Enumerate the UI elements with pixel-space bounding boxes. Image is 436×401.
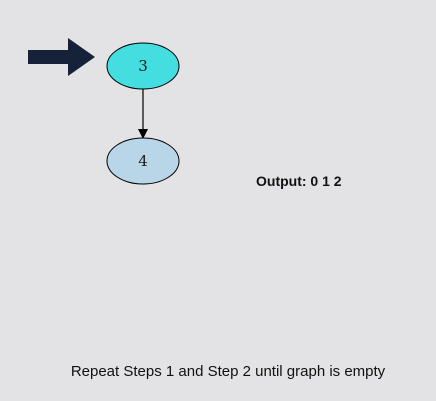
node-3-ellipse [106, 42, 180, 90]
node-4-ellipse [106, 137, 180, 185]
graph-node-4: 4 [106, 137, 180, 185]
current-node-pointer-arrow [28, 38, 95, 76]
node-3-label: 3 [138, 57, 148, 75]
graph-node-3: 3 [106, 42, 180, 90]
node-4-label: 4 [138, 152, 148, 170]
instruction-caption: Repeat Steps 1 and Step 2 until graph is… [70, 363, 386, 380]
output-result: Output: 0 1 2 [256, 173, 342, 189]
